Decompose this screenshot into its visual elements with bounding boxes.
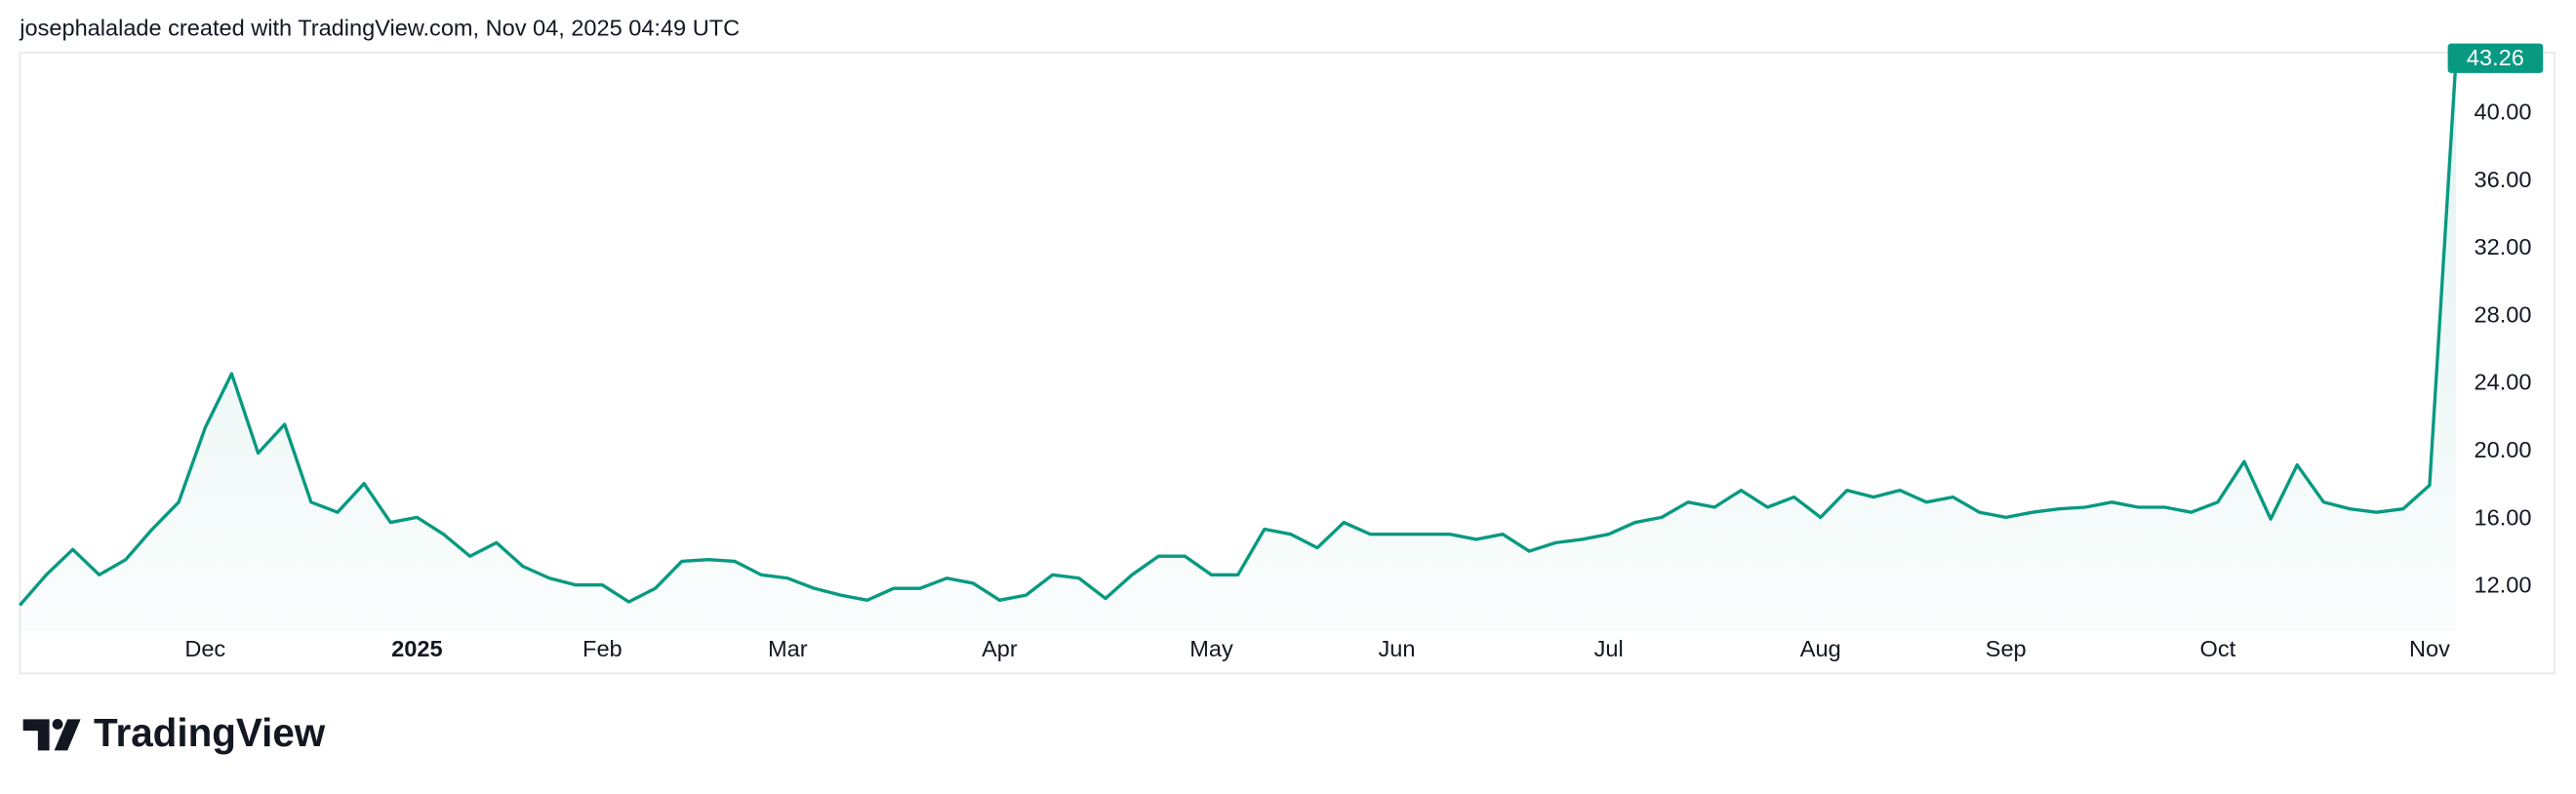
logo-icon [54, 719, 81, 751]
y-tick-label: 20.00 [2475, 437, 2532, 462]
last-value-label: 43.26 [2467, 45, 2524, 70]
x-tick-label: Mar [768, 636, 808, 661]
last-value-badge [2447, 43, 2544, 73]
plot-frame [19, 52, 2556, 675]
y-tick-label: 16.00 [2475, 504, 2532, 530]
x-tick-label: Jul [1594, 636, 1624, 661]
logo-icon [52, 719, 63, 730]
y-tick-label: 24.00 [2475, 370, 2532, 395]
x-tick-label: Nov [2409, 636, 2450, 661]
x-tick-label: Aug [1800, 636, 1841, 661]
y-tick-label: 40.00 [2475, 99, 2532, 124]
y-tick-label: 36.00 [2475, 167, 2532, 192]
x-tick-label: Sep [1986, 636, 2027, 661]
logo: TradingView [22, 710, 326, 755]
chart-title: josephalalade created with TradingView.c… [19, 16, 740, 41]
y-tick-label: 12.00 [2475, 573, 2532, 598]
x-tick-label: Jun [1379, 636, 1416, 661]
x-tick-label: Feb [583, 636, 623, 661]
x-tick-label: Oct [2200, 636, 2236, 661]
logo-icon [22, 719, 50, 751]
logo-text: TradingView [94, 710, 326, 755]
y-tick-label: 28.00 [2475, 301, 2532, 327]
x-tick-label: 2025 [391, 636, 442, 661]
area [20, 58, 2457, 631]
x-tick-label: May [1189, 636, 1233, 661]
x-tick-label: Dec [184, 636, 225, 661]
x-tick-label: Apr [982, 636, 1018, 661]
y-tick-label: 32.00 [2475, 234, 2532, 259]
line [19, 58, 2458, 607]
